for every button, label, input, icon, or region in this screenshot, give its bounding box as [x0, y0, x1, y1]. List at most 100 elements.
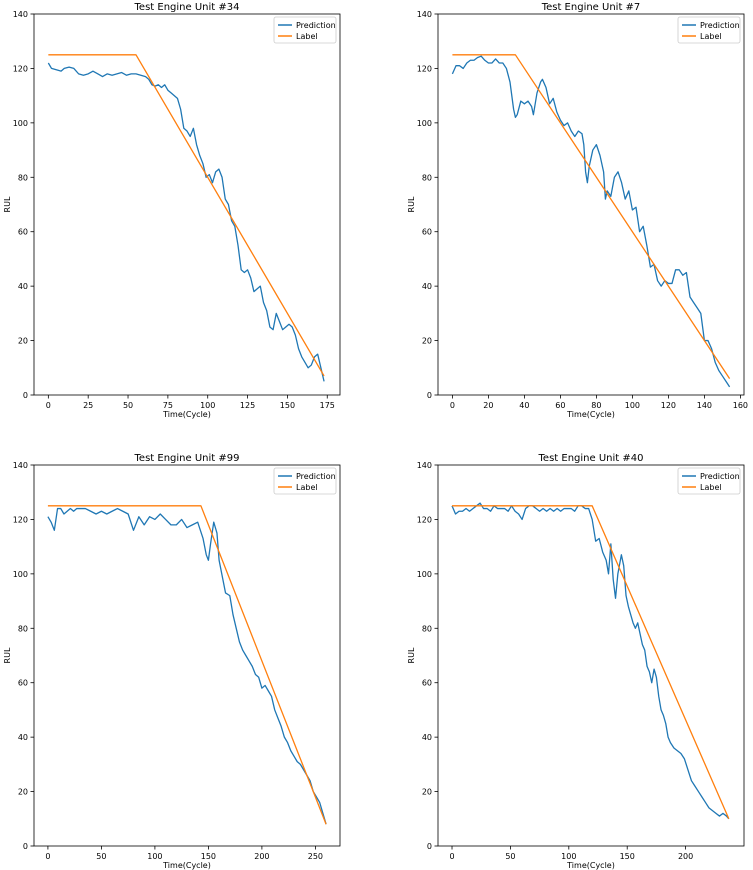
- chart-title: Test Engine Unit #34: [134, 2, 240, 13]
- legend-label-label: Label: [700, 483, 722, 492]
- x-tick-label: 150: [620, 852, 635, 861]
- legend-label-label: Label: [296, 32, 318, 41]
- x-axis-title: Time(Cycle): [162, 861, 211, 870]
- x-tick-label: 0: [45, 852, 50, 861]
- y-tick-label: 20: [18, 337, 28, 346]
- y-tick-label: 20: [422, 337, 432, 346]
- series-line-prediction: [47, 62, 325, 382]
- y-tick-label: 0: [23, 391, 28, 400]
- y-tick-label: 0: [23, 842, 28, 851]
- y-axis-title: RUL: [407, 647, 416, 663]
- x-axis-title: Time(Cycle): [566, 410, 615, 419]
- x-tick-label: 80: [591, 401, 601, 410]
- x-tick-label: 250: [308, 852, 323, 861]
- y-tick-label: 140: [13, 10, 28, 19]
- legend: Prediction Label: [677, 16, 741, 44]
- plot-frame: [33, 464, 341, 847]
- x-tick-label: 100: [561, 852, 576, 861]
- y-tick-label: 60: [422, 228, 432, 237]
- chart-title: Test Engine Unit #7: [541, 2, 641, 13]
- y-tick-label: 100: [417, 570, 432, 579]
- x-tick-label: 120: [661, 401, 676, 410]
- subplot-unit-40: Test Engine Unit #40 Time(Cycle) RUL 0 50…: [407, 453, 745, 870]
- plot-frame: [437, 464, 745, 847]
- y-tick-label: 60: [18, 228, 28, 237]
- series-line-label: [452, 505, 730, 820]
- legend-label-label: Label: [700, 32, 722, 41]
- x-tick-label: 25: [83, 401, 93, 410]
- y-axis-title: RUL: [407, 196, 416, 212]
- legend-label-prediction: Prediction: [700, 472, 740, 481]
- y-tick-label: 100: [417, 119, 432, 128]
- x-tick-label: 60: [555, 401, 565, 410]
- y-tick-label: 40: [422, 282, 432, 291]
- series-line-label: [452, 54, 731, 380]
- x-tick-label: 200: [678, 852, 693, 861]
- subplot-unit-34: Test Engine Unit #34 Time(Cycle) RUL 0 25…: [3, 2, 341, 419]
- chart-title: Test Engine Unit #40: [538, 453, 644, 464]
- x-tick-label: 20: [483, 401, 493, 410]
- x-tick-label: 200: [254, 852, 269, 861]
- x-tick-label: 75: [163, 401, 173, 410]
- x-tick-label: 50: [123, 401, 133, 410]
- x-tick-label: 100: [147, 852, 162, 861]
- x-tick-label: 0: [449, 852, 454, 861]
- y-tick-label: 100: [13, 570, 28, 579]
- y-tick-label: 0: [427, 842, 432, 851]
- legend-label-label: Label: [296, 483, 318, 492]
- x-tick-label: 140: [697, 401, 712, 410]
- y-tick-label: 20: [18, 788, 28, 797]
- y-tick-label: 120: [417, 64, 432, 73]
- y-tick-label: 80: [18, 624, 28, 633]
- y-tick-label: 80: [422, 173, 432, 182]
- x-tick-label: 0: [46, 401, 51, 410]
- plot-frame: [33, 13, 341, 396]
- y-axis-title: RUL: [3, 647, 12, 663]
- y-tick-label: 140: [417, 10, 432, 19]
- y-tick-label: 80: [422, 624, 432, 633]
- y-tick-label: 80: [18, 173, 28, 182]
- x-tick-label: 150: [201, 852, 216, 861]
- subplot-unit-99: Test Engine Unit #99 Time(Cycle) RUL 0 50…: [3, 453, 341, 870]
- chart-title: Test Engine Unit #99: [134, 453, 240, 464]
- legend-label-prediction: Prediction: [296, 472, 336, 481]
- y-tick-label: 60: [422, 679, 432, 688]
- series-line-prediction: [451, 502, 730, 820]
- series-line-label: [48, 54, 325, 377]
- x-tick-label: 50: [96, 852, 106, 861]
- x-axis-title: Time(Cycle): [162, 410, 211, 419]
- y-tick-label: 40: [422, 733, 432, 742]
- series-line-label: [47, 505, 327, 825]
- legend: Prediction Label: [273, 467, 337, 495]
- legend: Prediction Label: [677, 467, 741, 495]
- y-tick-label: 140: [417, 461, 432, 470]
- legend-label-prediction: Prediction: [700, 21, 740, 30]
- y-tick-label: 140: [13, 461, 28, 470]
- x-tick-label: 175: [320, 401, 335, 410]
- legend-label-prediction: Prediction: [296, 21, 336, 30]
- legend: Prediction Label: [273, 16, 337, 44]
- x-axis-title: Time(Cycle): [566, 861, 615, 870]
- y-tick-label: 20: [422, 788, 432, 797]
- y-tick-label: 40: [18, 733, 28, 742]
- series-line-prediction: [47, 507, 327, 825]
- y-tick-label: 40: [18, 282, 28, 291]
- x-tick-label: 50: [505, 852, 515, 861]
- y-tick-label: 120: [417, 515, 432, 524]
- x-tick-label: 40: [519, 401, 529, 410]
- x-tick-label: 100: [200, 401, 215, 410]
- y-tick-label: 60: [18, 679, 28, 688]
- x-tick-label: 125: [240, 401, 255, 410]
- x-tick-label: 160: [733, 401, 748, 410]
- x-tick-label: 0: [450, 401, 455, 410]
- x-tick-label: 100: [625, 401, 640, 410]
- plot-frame: [437, 13, 745, 396]
- y-tick-label: 100: [13, 119, 28, 128]
- x-tick-label: 150: [280, 401, 295, 410]
- y-tick-label: 120: [13, 515, 28, 524]
- series-line-prediction: [451, 55, 731, 388]
- y-tick-label: 0: [427, 391, 432, 400]
- y-tick-label: 120: [13, 64, 28, 73]
- subplot-unit-7: Test Engine Unit #7 Time(Cycle) RUL 0 20 4…: [407, 2, 748, 419]
